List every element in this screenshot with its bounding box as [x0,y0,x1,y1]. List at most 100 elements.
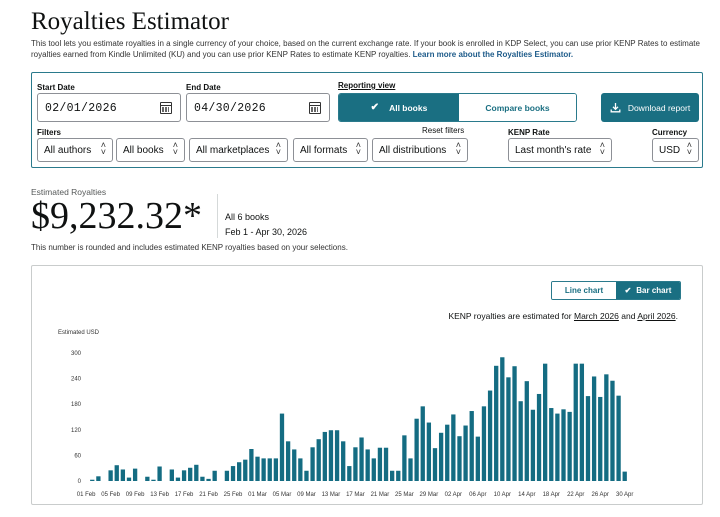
chart-bar[interactable] [567,411,572,481]
chart-bar[interactable] [445,424,450,481]
authors-select[interactable]: All authors ˄ ˅ [37,138,113,162]
chart-bar[interactable] [408,458,413,481]
chart-bar[interactable] [610,380,615,481]
chart-bar[interactable] [463,425,468,481]
chart-bar[interactable] [604,374,609,481]
chart-bar[interactable] [212,470,217,481]
chart-bar[interactable] [255,456,260,481]
books-select[interactable]: All books ˄ ˅ [116,138,185,162]
chart-bar[interactable] [585,396,591,481]
chart-bar[interactable] [359,437,364,481]
learn-more-link[interactable]: Learn more about the Royalties Estimator… [412,50,574,59]
chart-bar[interactable] [487,390,493,481]
chart-bar[interactable] [561,409,566,481]
all-books-option[interactable]: ✔ All books [339,94,459,121]
chart-bar[interactable] [475,436,480,481]
chart-bar[interactable] [157,466,162,481]
currency-select[interactable]: USD ˄ ˅ [652,138,699,162]
chart-bar[interactable] [481,406,487,481]
chart-bar[interactable] [536,393,542,481]
kenp-month-link-april[interactable]: April 2026 [637,311,676,321]
chart-bar[interactable] [622,471,627,481]
chart-bar[interactable] [96,476,101,481]
chart-bar[interactable] [169,469,174,481]
chart-bar[interactable] [249,449,254,481]
chart-bar[interactable] [396,470,401,481]
chart-bar[interactable] [132,468,138,481]
chart-bar[interactable] [438,432,444,481]
chart-bar[interactable] [267,458,272,481]
chart-bar[interactable] [524,381,529,481]
chart-bar[interactable] [365,449,370,481]
chart-bar[interactable] [175,477,181,481]
chart-bar[interactable] [353,447,358,481]
chart-bar[interactable] [120,469,126,481]
line-chart-option[interactable]: Line chart [552,282,616,299]
chart-bar[interactable] [181,470,187,481]
chart-bar[interactable] [402,435,407,481]
chart-bar[interactable] [285,441,291,481]
chart-bar[interactable] [377,447,383,481]
chart-bar[interactable] [500,357,505,481]
chart-bar[interactable] [579,363,585,481]
chart-bar[interactable] [341,441,346,481]
chart-bar[interactable] [243,459,248,481]
chart-bar[interactable] [506,377,511,481]
chart-bar[interactable] [126,477,132,481]
chart-bar[interactable] [316,439,321,481]
chart-bar[interactable] [145,476,150,481]
chart-bar[interactable] [200,476,205,481]
marketplaces-select[interactable]: All marketplaces ˄ ˅ [189,138,288,162]
chart-bar[interactable] [328,430,334,481]
chart-bar[interactable] [518,401,523,481]
chart-bar[interactable] [261,458,266,481]
chart-bar[interactable] [573,363,578,481]
chart-bar[interactable] [383,447,389,481]
compare-books-option[interactable]: Compare books [459,94,576,121]
chart-bar[interactable] [114,465,119,481]
chart-bar[interactable] [426,422,432,481]
chart-bar[interactable] [469,411,474,481]
chart-bar[interactable] [420,406,425,481]
chart-bar[interactable] [549,408,554,481]
chart-bar[interactable] [334,430,340,481]
chart-bar[interactable] [230,466,236,481]
chart-bar[interactable] [224,470,230,481]
chart-bar[interactable] [298,458,303,481]
chart-bar[interactable] [543,363,548,481]
kenp-rate-select[interactable]: Last month's rate ˄ ˅ [508,138,612,162]
distributions-select[interactable]: All distributions ˄ ˅ [372,138,468,162]
reset-filters-link[interactable]: Reset filters [422,126,465,135]
chart-bar[interactable] [494,365,499,481]
download-report-button[interactable]: Download report [601,93,699,122]
chart-bar[interactable] [108,470,113,481]
chart-bar[interactable] [371,458,376,481]
chart-bar[interactable] [347,466,352,481]
chart-bar[interactable] [273,458,279,481]
chart-bar[interactable] [414,418,419,481]
chart-bar[interactable] [151,479,156,481]
chart-bar[interactable] [206,478,211,481]
chart-bar[interactable] [310,447,315,481]
chart-bar[interactable] [237,462,242,481]
chart-bar[interactable] [432,448,438,481]
kenp-month-link-march[interactable]: March 2026 [573,311,619,321]
chart-bar[interactable] [598,396,603,481]
formats-select[interactable]: All formats ˄ ˅ [293,138,368,162]
end-date-input[interactable]: 04/30/2026 [186,93,330,122]
chart-bar[interactable] [90,479,95,481]
chart-bar[interactable] [194,464,199,481]
start-date-input[interactable]: 02/01/2026 [37,93,181,122]
chart-bar[interactable] [555,413,560,481]
chart-bar[interactable] [292,449,297,481]
chart-bar[interactable] [530,409,536,481]
chart-bar[interactable] [390,470,395,481]
chart-bar[interactable] [188,467,193,481]
chart-bar[interactable] [451,414,456,481]
chart-bar[interactable] [279,413,285,481]
bar-chart-option[interactable]: ✔ Bar chart [616,282,680,299]
chart-bar[interactable] [512,366,517,481]
calendar-icon[interactable] [160,102,172,114]
chart-bar[interactable] [616,395,621,481]
chart-bar[interactable] [322,431,327,481]
